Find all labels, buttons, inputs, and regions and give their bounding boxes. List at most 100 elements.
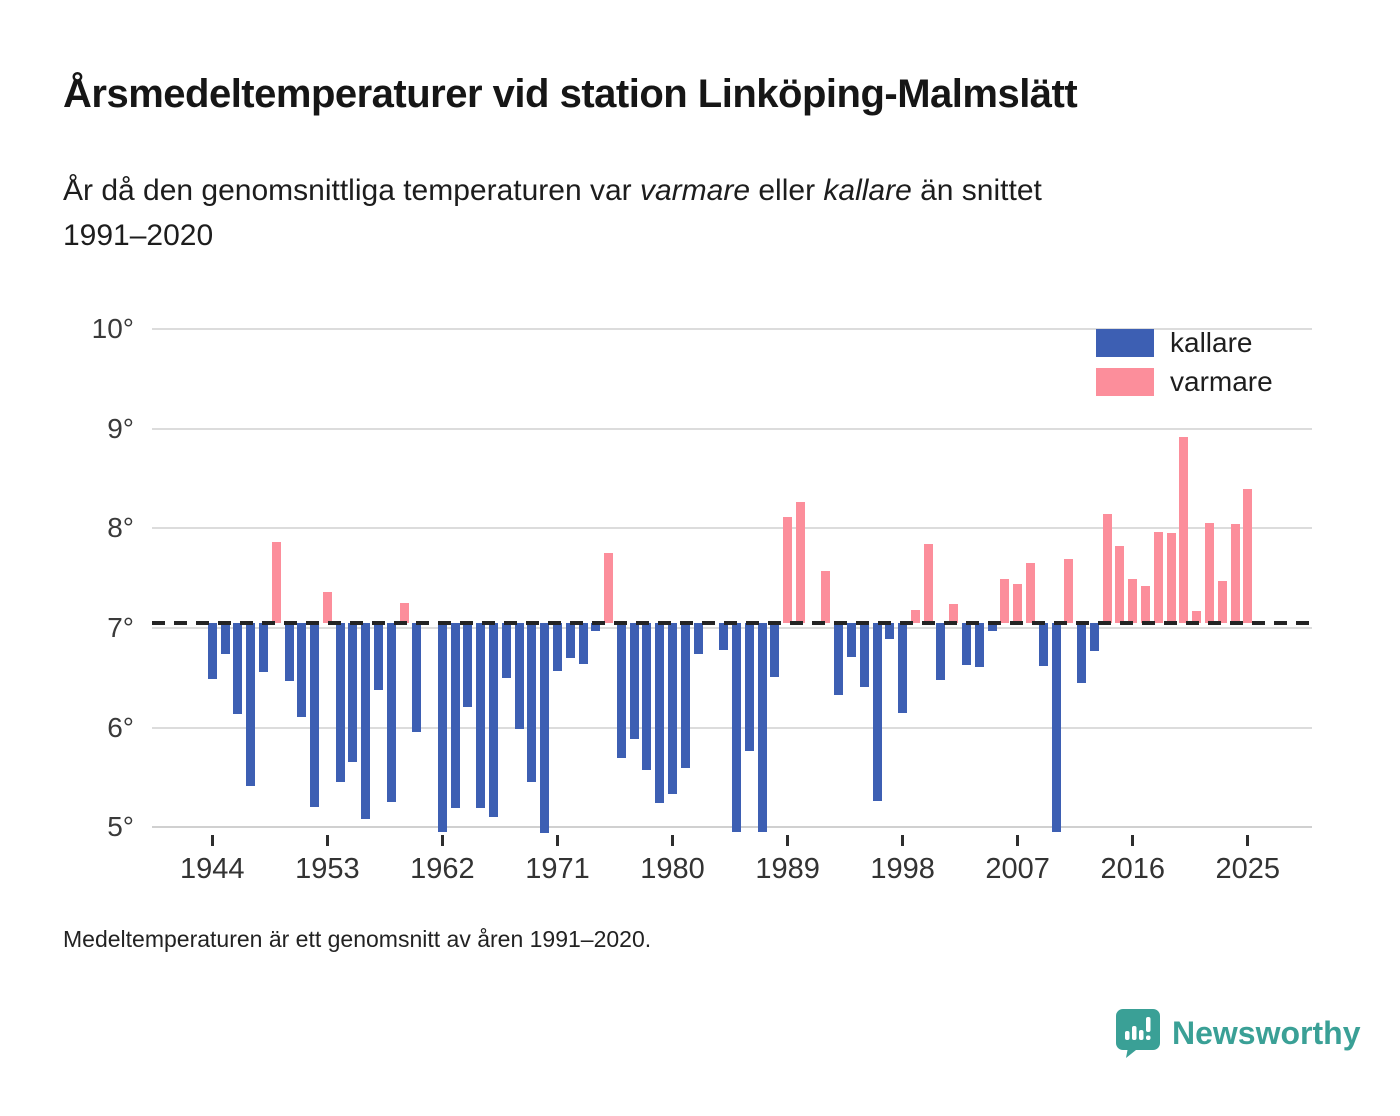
bar-1999-varmare [910,610,920,623]
y-axis-label-5: 5° [107,811,134,843]
bar-1963-kallare [450,623,460,809]
branding-name: Newsworthy [1172,1014,1361,1051]
bar-2006-varmare [1000,579,1010,623]
bar-2005-kallare [987,623,997,631]
x-axis-label-1980: 1980 [640,853,705,885]
footnote: Medeltemperaturen är ett genomsnitt av å… [63,926,652,952]
bar-2024-varmare [1230,524,1240,623]
bar-2017-varmare [1141,586,1151,623]
bar-1970-kallare [540,623,550,834]
bar-1992-varmare [821,571,831,623]
bar-2012-kallare [1077,623,1087,683]
bar-1955-kallare [348,623,358,762]
x-tick-1989 [786,835,790,846]
bar-2009-kallare [1038,623,1048,666]
bar-1964-kallare [463,623,473,707]
chart-subtitle: År då den genomsnittliga temperaturen va… [63,168,1042,258]
x-tick-1998 [901,835,905,846]
mean-baseline-dashed [152,621,1312,625]
bar-1957-kallare [373,623,383,690]
bar-1971-kallare [552,623,562,671]
bar-2023-varmare [1217,581,1227,623]
x-tick-1980 [671,835,675,846]
bar-1962-kallare [437,623,447,833]
bar-1995-kallare [859,623,869,687]
bar-2002-varmare [949,604,959,623]
bar-1980-kallare [668,623,678,795]
bar-1946-kallare [233,623,243,714]
bar-2016-varmare [1128,579,1138,623]
bar-1947-kallare [246,623,256,786]
bar-1986-kallare [744,623,754,751]
chart-title: Årsmedeltemperaturer vid station Linköpi… [63,72,1078,116]
gridline-9 [152,427,1312,430]
legend-item-kallare: kallare [1096,329,1273,357]
bar-1949-varmare [271,542,281,623]
subtitle-text: än snittet [911,174,1042,207]
x-axis-label-2025: 2025 [1215,853,1281,885]
gridline-8 [152,527,1312,530]
bar-1989-varmare [783,517,793,623]
bar-2025-varmare [1243,489,1253,623]
bar-2013-kallare [1089,623,1099,651]
bar-1948-kallare [258,623,268,672]
legend-label-kallare: kallare [1170,327,1253,358]
subtitle-emphasis: varmare [640,174,751,207]
bar-2008-varmare [1025,563,1035,623]
x-axis-label-2007: 2007 [985,853,1050,885]
bar-1945-kallare [220,623,230,654]
x-tick-1962 [440,835,444,846]
legend-item-varmare: varmare [1096,368,1273,396]
bar-2001-kallare [936,623,946,680]
bar-1979-kallare [655,623,665,804]
bar-2019-varmare [1166,533,1176,623]
bar-1998-kallare [898,623,908,713]
bar-2011-varmare [1064,559,1074,623]
chart-subtitle-line2: 1991–2020 [63,219,214,252]
x-tick-1953 [325,835,329,846]
bar-1952-kallare [310,623,320,808]
bar-1977-kallare [629,623,639,739]
bar-1974-kallare [591,623,601,631]
newsworthy-logo-icon [1116,1009,1160,1058]
y-axis-label-6: 6° [107,711,134,743]
y-axis-label-8: 8° [107,512,134,544]
bar-1956-kallare [361,623,371,820]
bar-2021-varmare [1192,611,1202,623]
x-axis-label-1962: 1962 [410,853,475,885]
bar-1976-kallare [616,623,626,758]
bar-1967-kallare [501,623,511,678]
bar-1973-kallare [578,623,588,664]
x-axis-label-1989: 1989 [755,853,820,885]
bar-1988-kallare [770,623,780,677]
bar-1981-kallare [680,623,690,768]
bar-1965-kallare [476,623,486,809]
branding: Newsworthy [1115,1008,1360,1058]
bar-1950-kallare [284,623,294,681]
bar-1951-kallare [297,623,307,717]
bar-2000-varmare [923,544,933,623]
bar-1966-kallare [489,623,499,818]
bar-2014-varmare [1102,514,1112,623]
bar-1997-kallare [885,623,895,639]
bar-1994-kallare [847,623,856,657]
y-axis-label-10: 10° [91,312,134,344]
bar-1972-kallare [565,623,575,658]
bar-1959-varmare [399,603,409,623]
bar-1969-kallare [527,623,537,782]
subtitle-text: År då den genomsnittliga temperaturen va… [63,174,640,207]
x-axis-label-2016: 2016 [1100,853,1165,885]
legend-label-varmare: varmare [1170,366,1273,397]
bar-1958-kallare [386,623,396,803]
bar-2015-varmare [1115,546,1125,623]
bar-2004-kallare [974,623,984,667]
legend-swatch-kallare [1096,329,1154,357]
bar-1978-kallare [642,623,652,770]
x-axis-label-1971: 1971 [525,853,590,885]
x-tick-2007 [1016,835,1020,846]
x-axis-label-1944: 1944 [180,853,245,885]
bar-1944-kallare [207,623,217,679]
y-axis-label-9: 9° [107,412,134,444]
bar-2020-varmare [1179,436,1189,623]
